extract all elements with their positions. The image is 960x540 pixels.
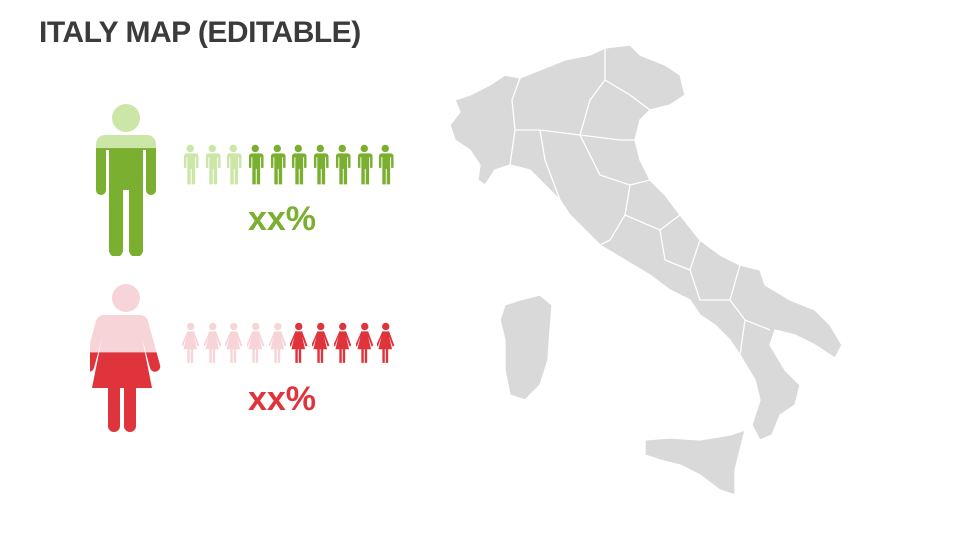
female-person-icon (182, 322, 200, 363)
female-person-icon (268, 322, 287, 363)
male-person-icon (314, 144, 329, 185)
male-person-icon (292, 144, 307, 185)
sardinia[interactable] (499, 294, 553, 401)
female-large-icon (90, 284, 161, 432)
region-borders (509, 48, 771, 356)
male-person-icon (379, 144, 394, 185)
mainland-italy[interactable] (449, 44, 843, 441)
sicily[interactable] (644, 429, 746, 496)
male-percent: xx% (247, 200, 317, 238)
female-person-icon (225, 322, 243, 363)
male-person-icon (335, 144, 351, 185)
female-person-icon (355, 322, 373, 363)
female-person-icon (247, 322, 265, 363)
female-person-icon (290, 322, 308, 363)
male-large-icon (96, 104, 156, 256)
male-icon-row (182, 144, 395, 185)
male-person-icon (205, 144, 221, 185)
female-percent: xx% (247, 380, 317, 418)
female-person-icon (377, 322, 395, 363)
female-icon-row (182, 322, 395, 363)
female-person-icon (333, 322, 352, 363)
male-person-icon (183, 144, 199, 185)
slide-title: ITALY MAP (EDITABLE) (39, 16, 361, 49)
female-person-icon (203, 322, 222, 363)
male-person-icon (357, 144, 373, 185)
male-person-icon (227, 144, 242, 185)
male-person-icon (270, 144, 286, 185)
male-person-icon (249, 144, 264, 185)
female-person-icon (312, 322, 330, 363)
